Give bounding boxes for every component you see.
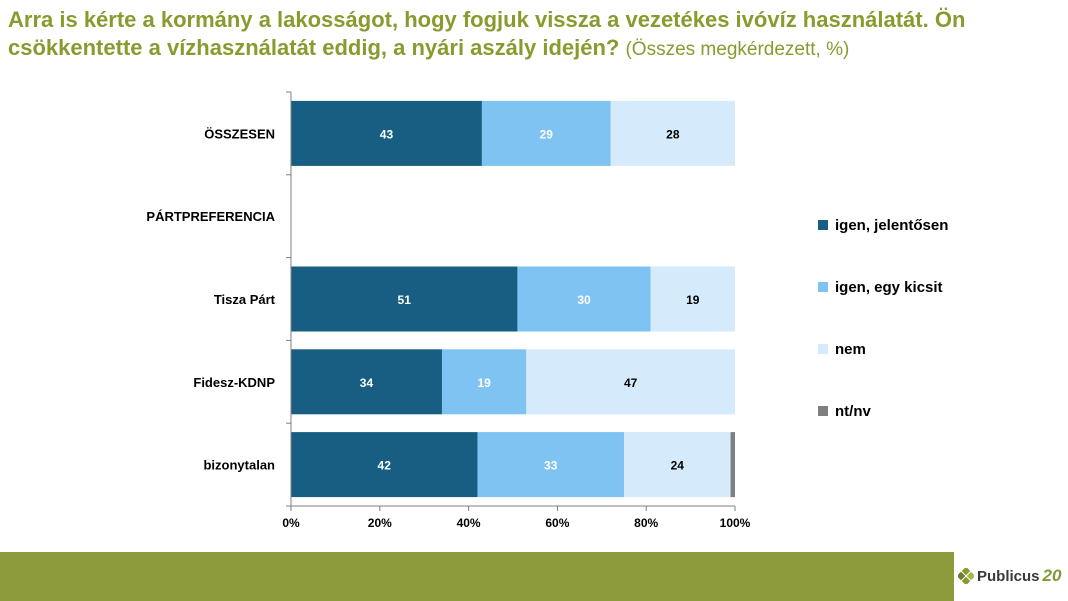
bar-segment <box>291 349 442 415</box>
bar-segment <box>624 432 731 498</box>
category-label: PÁRTPREFERENCIA <box>146 209 275 224</box>
data-label: 33 <box>544 459 558 473</box>
data-label: 29 <box>540 127 554 141</box>
data-label: 51 <box>398 293 412 307</box>
category-label: bizonytalan <box>203 458 275 473</box>
legend-swatch <box>818 406 828 416</box>
bar-segment <box>441 349 527 415</box>
legend-label: nem <box>835 341 866 358</box>
legend-swatch <box>818 344 828 354</box>
legend-label: igen, egy kicsit <box>835 279 943 296</box>
category-label: Tisza Párt <box>214 292 276 307</box>
bar-segment <box>481 100 611 166</box>
legend-swatch <box>818 282 828 292</box>
x-tick-label: 60% <box>545 516 569 530</box>
x-tick-label: 20% <box>368 516 392 530</box>
data-label: 30 <box>577 293 591 307</box>
data-label: 19 <box>686 293 700 307</box>
legend-label: igen, jelentősen <box>835 217 948 234</box>
bar-segment <box>477 432 624 498</box>
data-label: 19 <box>477 376 491 390</box>
data-label: 34 <box>360 376 374 390</box>
data-label: 47 <box>624 376 638 390</box>
data-label: 43 <box>380 127 394 141</box>
legend-swatch <box>818 220 828 230</box>
legend-label: nt/nv <box>835 403 871 420</box>
title-subtitle: (Összes megkérdezett, %) <box>625 39 850 60</box>
bar-segment <box>526 349 735 415</box>
logo-mark-icon <box>958 568 974 584</box>
data-label: 28 <box>666 127 680 141</box>
logo-number: 20 <box>1042 566 1062 585</box>
bar-segment <box>610 100 735 166</box>
category-label: Fidesz-KDNP <box>193 375 275 390</box>
x-tick-label: 80% <box>634 516 658 530</box>
chart-title: Arra is kérte a kormány a lakosságot, ho… <box>8 6 1058 64</box>
x-tick-label: 0% <box>282 516 300 530</box>
data-label: 24 <box>671 459 685 473</box>
x-tick-label: 40% <box>457 516 481 530</box>
title-main: Arra is kérte a kormány a lakosságot, ho… <box>8 7 966 60</box>
bar-segment <box>291 432 478 498</box>
bar-segment <box>517 266 651 332</box>
bar-segment <box>650 266 735 332</box>
data-label: 42 <box>378 459 392 473</box>
category-label: ÖSSZESEN <box>204 126 275 141</box>
bar-segment <box>730 432 735 498</box>
bar-segment <box>291 266 518 332</box>
publicus-logo: Publicus 20 <box>958 566 1061 586</box>
bar-segment <box>291 100 482 166</box>
x-tick-label: 100% <box>720 516 751 530</box>
stacked-bar-chart: ÖSSZESEN 43 29 28 PÁRTPREFERENCIA Tisza Párt 5… <box>146 91 948 530</box>
logo-text: Publicus <box>977 567 1040 585</box>
footer-band <box>0 552 954 601</box>
